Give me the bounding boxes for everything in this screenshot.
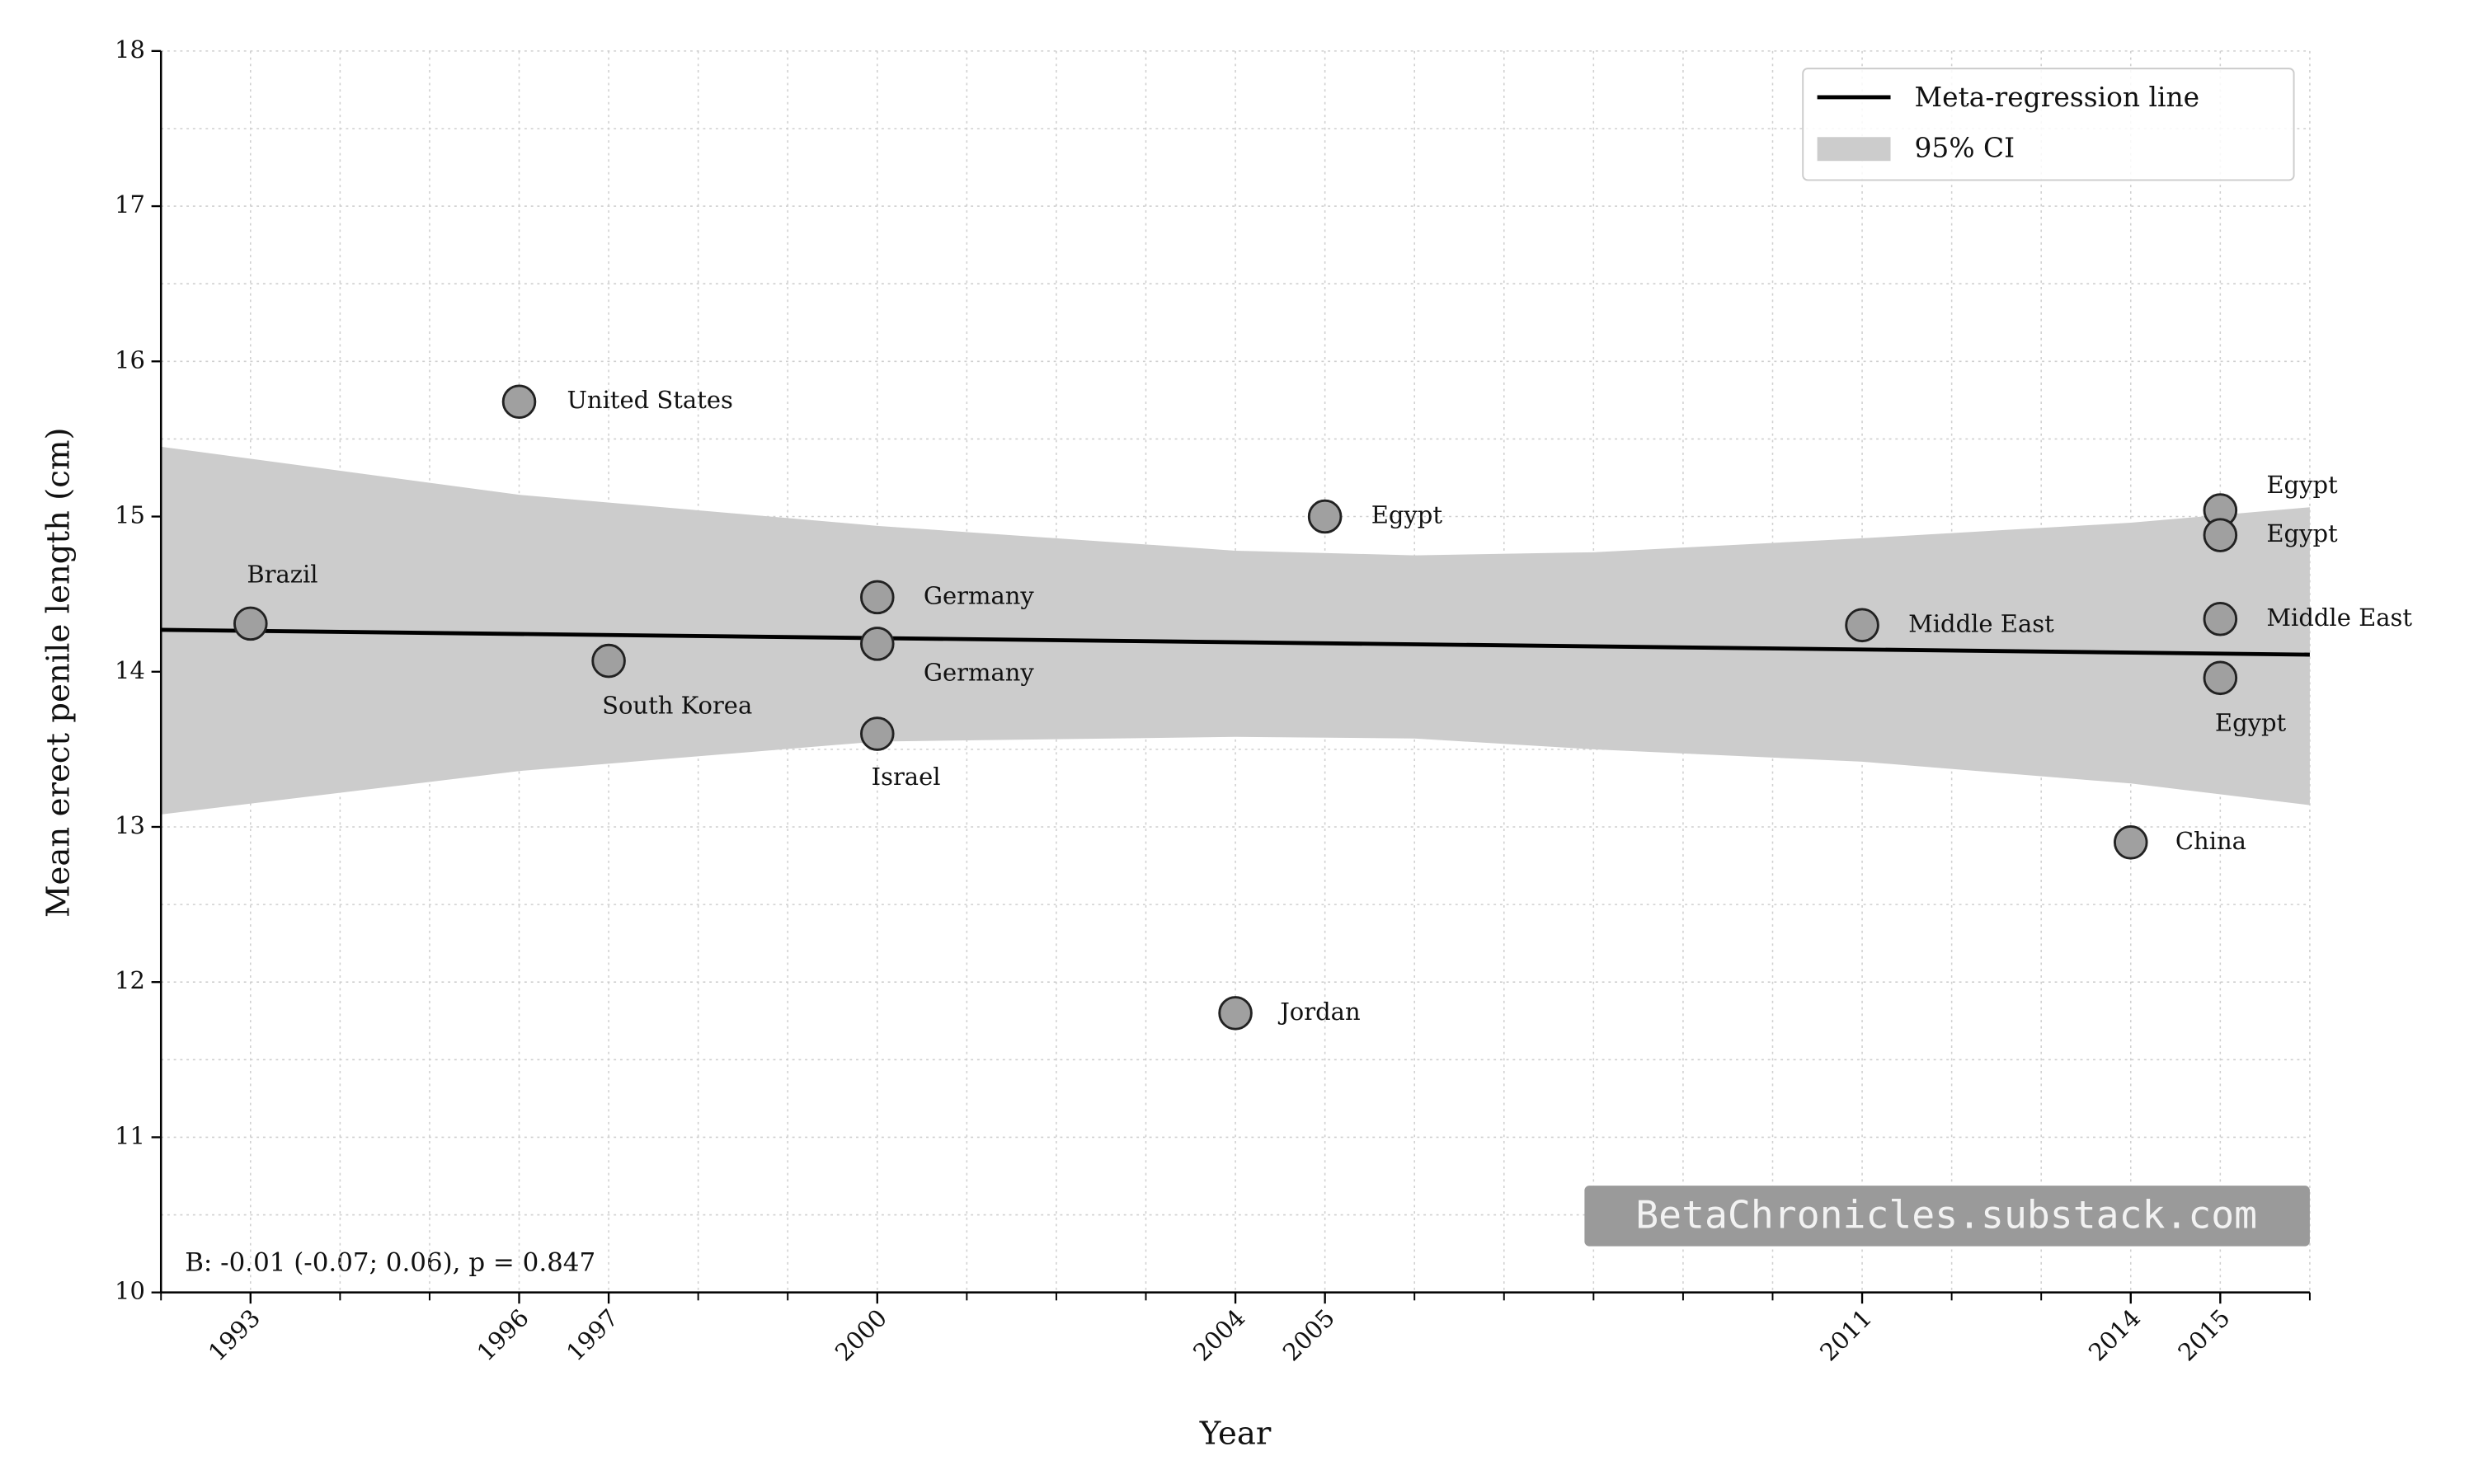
- point-label: Egypt: [2215, 708, 2287, 736]
- data-point: [2203, 601, 2238, 636]
- y-tick-label: 16: [115, 345, 145, 373]
- y-tick-label: 11: [115, 1121, 145, 1149]
- y-tick-label: 13: [115, 811, 145, 839]
- y-tick-label: 17: [115, 190, 145, 218]
- point-label: China: [2175, 827, 2246, 855]
- y-tick-label: 18: [115, 35, 145, 63]
- x-tick-label: 1993: [203, 1303, 266, 1366]
- regression-line: [161, 627, 2310, 657]
- legend-band-swatch: [1817, 137, 1891, 162]
- point-label: Germany: [924, 581, 1035, 609]
- data-point: [1845, 608, 1879, 643]
- point-label: United States: [567, 386, 733, 414]
- data-point: [2203, 660, 2238, 696]
- y-axis-title: Mean erect penile length (cm): [40, 427, 77, 918]
- data-point: [591, 643, 626, 679]
- data-point: [501, 384, 537, 420]
- data-point: [1218, 996, 1253, 1031]
- data-point: [2203, 518, 2238, 552]
- y-tick-label: 14: [115, 656, 145, 684]
- point-label: Egypt: [2266, 519, 2338, 547]
- x-tick-label: 2000: [830, 1303, 892, 1366]
- point-label: Egypt: [2266, 471, 2338, 499]
- data-point: [233, 606, 268, 641]
- point-label: Germany: [924, 659, 1035, 687]
- legend: Meta-regression line 95% CI: [1802, 68, 2295, 181]
- watermark-box: [1584, 1186, 2310, 1247]
- point-label: Brazil: [247, 560, 317, 588]
- point-label: South Korea: [602, 692, 752, 720]
- x-tick-label: 2015: [2172, 1303, 2235, 1366]
- data-point: [1307, 499, 1343, 534]
- point-label: Jordan: [1277, 998, 1360, 1026]
- legend-box: [1802, 68, 2295, 181]
- legend-label: 95% CI: [1915, 132, 2015, 164]
- data-point: [860, 580, 895, 615]
- point-label: Israel: [872, 763, 941, 791]
- y-tick-label: 15: [115, 501, 145, 529]
- legend-label: Meta-regression line: [1915, 81, 2200, 113]
- ci-band: [161, 446, 2310, 815]
- watermark: BetaChronicles.substack.com: [1635, 1192, 2257, 1237]
- y-tick-label: 10: [115, 1277, 145, 1305]
- x-tick-label: 2014: [2083, 1303, 2146, 1366]
- x-axis-title: Year: [1199, 1416, 1272, 1453]
- annotation: B: -0.01 (-0.07; 0.06), p = 0.847: [185, 1247, 595, 1277]
- data-point: [860, 627, 895, 661]
- point-label: Middle East: [2266, 603, 2412, 632]
- x-tick-label: 2005: [1277, 1303, 1340, 1366]
- x-tick-label: 2011: [1814, 1303, 1877, 1366]
- y-tick-label: 12: [115, 966, 145, 994]
- data-point: [2113, 825, 2148, 860]
- x-tick-label: 1996: [472, 1303, 534, 1366]
- x-tick-label: 1997: [561, 1303, 623, 1366]
- point-label: Egypt: [1371, 501, 1443, 529]
- x-tick-label: 2004: [1188, 1303, 1250, 1366]
- point-label: Middle East: [1908, 609, 2054, 637]
- data-point: [860, 716, 895, 751]
